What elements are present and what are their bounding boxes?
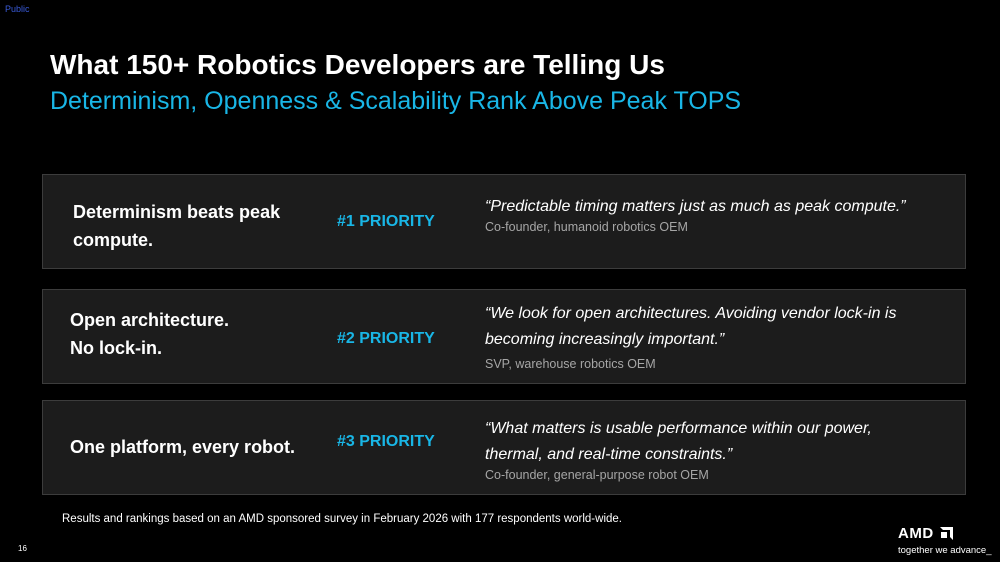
card-claim: Determinism beats peak compute. xyxy=(73,198,280,254)
quote-line: “What matters is usable performance with… xyxy=(485,420,872,437)
classification-label: Public xyxy=(5,4,30,14)
quote-source: SVP, warehouse robotics OEM xyxy=(485,357,656,371)
customer-quote: “We look for open architectures. Avoidin… xyxy=(485,301,896,353)
claim-line: Open architecture. xyxy=(70,310,230,330)
quote-line: “We look for open architectures. Avoidin… xyxy=(485,305,897,322)
priority-label: #3 PRIORITY xyxy=(337,433,435,450)
claim-line: No lock-in. xyxy=(70,338,163,358)
quote-line: “Predictable timing matters just as much… xyxy=(485,198,906,215)
card-claim: Open architecture. No lock-in. xyxy=(70,306,229,362)
customer-quote: “Predictable timing matters just as much… xyxy=(485,194,906,220)
priority-card-3: One platform, every robot. #3 PRIORITY “… xyxy=(42,400,966,495)
customer-quote: “What matters is usable performance with… xyxy=(485,416,872,468)
logo-tagline: together we advance_ xyxy=(898,545,992,556)
priority-label: #2 PRIORITY xyxy=(337,330,435,347)
claim-line: One platform, every robot. xyxy=(70,437,296,457)
claim-line: compute. xyxy=(73,230,154,250)
card-claim: One platform, every robot. xyxy=(70,433,295,461)
claim-line: Determinism beats peak xyxy=(73,202,281,222)
amd-logo: AMD together we advance_ xyxy=(898,525,991,556)
survey-footnote: Results and rankings based on an AMD spo… xyxy=(62,513,622,525)
quote-line: thermal, and real-time constraints.” xyxy=(485,446,733,463)
quote-source: Co-founder, general-purpose robot OEM xyxy=(485,468,709,482)
logo-wordmark: AMD xyxy=(898,525,934,543)
priority-card-1: Determinism beats peak compute. #1 PRIOR… xyxy=(42,174,966,269)
page-number: 16 xyxy=(18,544,27,553)
amd-arrow-icon xyxy=(940,527,954,541)
quote-source: Co-founder, humanoid robotics OEM xyxy=(485,220,688,234)
priority-label: #1 PRIORITY xyxy=(337,213,435,230)
quote-line: becoming increasingly important.” xyxy=(485,331,725,348)
slide-title: What 150+ Robotics Developers are Tellin… xyxy=(50,49,665,80)
slide-subtitle: Determinism, Openness & Scalability Rank… xyxy=(50,87,742,115)
priority-card-2: Open architecture. No lock-in. #2 PRIORI… xyxy=(42,289,966,384)
